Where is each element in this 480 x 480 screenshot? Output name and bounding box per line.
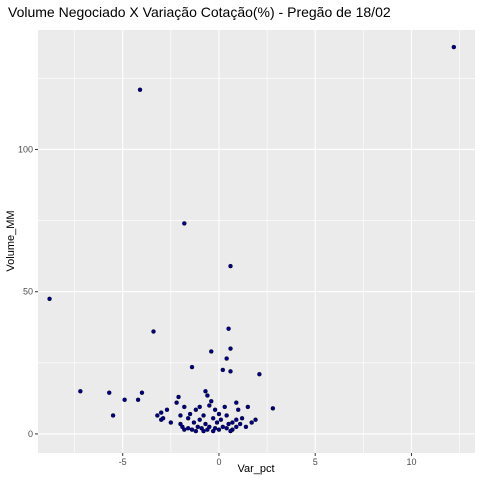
data-point — [216, 411, 222, 417]
y-axis-title: Volume_MM — [5, 210, 17, 271]
data-point — [182, 404, 187, 410]
data-point — [230, 420, 235, 425]
data-point — [228, 346, 233, 351]
data-points — [47, 44, 457, 434]
data-point — [210, 428, 216, 434]
data-point — [234, 417, 239, 422]
data-point — [197, 404, 202, 410]
data-point — [78, 389, 83, 394]
data-point — [107, 390, 112, 395]
data-point — [234, 400, 239, 405]
data-point — [110, 413, 116, 418]
data-point — [224, 356, 229, 361]
data-point — [168, 420, 174, 425]
data-point — [137, 87, 143, 92]
data-point — [243, 424, 249, 430]
x-tick-label: -5 — [119, 457, 127, 467]
data-point — [224, 413, 229, 418]
data-point — [205, 393, 210, 398]
data-point — [226, 421, 231, 427]
data-point — [207, 403, 212, 408]
x-tick-label: 10 — [406, 457, 416, 467]
data-point — [209, 349, 214, 354]
data-point — [236, 407, 241, 412]
data-point — [159, 417, 164, 422]
data-point — [139, 390, 145, 395]
data-point — [253, 417, 258, 422]
data-point — [218, 417, 224, 422]
data-point — [234, 424, 239, 430]
plot-panel — [38, 30, 475, 453]
data-point — [193, 428, 199, 434]
data-point — [164, 407, 170, 412]
data-point — [220, 424, 226, 430]
data-point — [176, 394, 181, 400]
data-point — [155, 413, 160, 418]
data-point — [182, 427, 187, 432]
data-point — [189, 427, 195, 432]
data-point — [185, 416, 191, 421]
data-point — [174, 400, 179, 405]
data-point — [187, 411, 193, 417]
data-point — [193, 407, 199, 412]
data-point — [201, 428, 206, 434]
data-point — [220, 367, 226, 373]
data-point — [212, 407, 218, 412]
data-point — [245, 404, 251, 410]
data-point — [257, 372, 262, 377]
data-point — [135, 397, 141, 403]
chart-title: Volume Negociado X Variação Cotação(%) -… — [8, 4, 391, 20]
data-point — [210, 416, 216, 421]
data-point — [226, 326, 231, 331]
x-tick-label: 5 — [313, 457, 318, 467]
x-axis-title: Var_pct — [237, 463, 274, 475]
data-point — [270, 406, 276, 411]
data-point — [189, 364, 195, 370]
data-point — [47, 296, 52, 302]
data-point — [197, 417, 202, 422]
y-axis-ticks: 0 50 100 — [18, 144, 38, 439]
data-point — [203, 389, 208, 394]
data-point — [185, 426, 191, 431]
data-point — [451, 44, 457, 50]
data-point — [209, 399, 214, 404]
data-point — [151, 329, 156, 334]
data-point — [239, 416, 245, 421]
data-point — [228, 428, 233, 434]
data-point — [228, 369, 233, 374]
data-point — [249, 420, 254, 425]
data-point — [205, 427, 210, 432]
data-point — [224, 426, 229, 431]
data-point — [203, 421, 208, 427]
data-point — [159, 410, 164, 415]
data-point — [122, 397, 127, 403]
data-point — [228, 263, 233, 269]
data-point — [182, 221, 187, 226]
x-tick-label: 0 — [216, 457, 221, 467]
data-point — [222, 404, 227, 410]
x-axis-ticks: -5 0 5 10 — [119, 453, 416, 467]
data-point — [201, 413, 206, 418]
major-gridlines — [38, 30, 475, 453]
data-point — [237, 421, 243, 427]
data-point — [216, 427, 222, 432]
y-tick-label: 100 — [18, 144, 33, 154]
data-point — [195, 424, 200, 430]
y-tick-label: 0 — [28, 429, 33, 439]
y-tick-label: 50 — [23, 287, 33, 297]
minor-gridlines — [38, 30, 475, 453]
data-point — [214, 420, 220, 425]
data-point — [191, 420, 197, 425]
data-point — [178, 413, 183, 418]
